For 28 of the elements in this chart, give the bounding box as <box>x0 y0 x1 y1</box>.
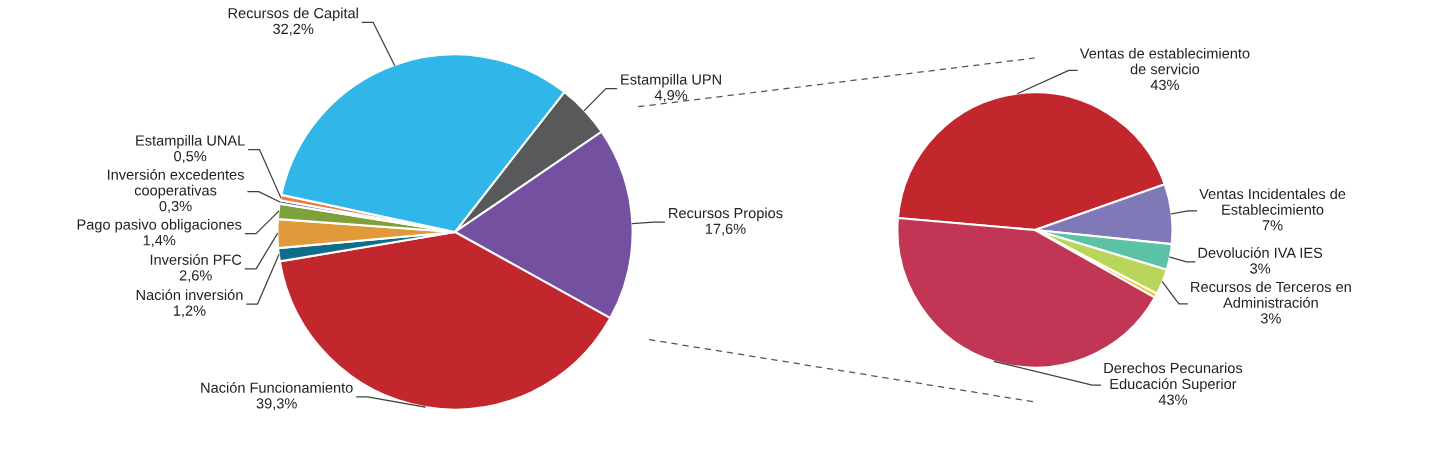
slice-label: Pago pasivo obligaciones <box>77 218 242 233</box>
data-label: 3% <box>1260 313 1281 324</box>
data-label: 2,6% <box>179 270 212 283</box>
slice-label: Ventas de establecimiento de servicio <box>1079 47 1250 75</box>
slice-label: Estampilla UPN <box>621 73 721 88</box>
data-label: 1,4% <box>143 235 176 248</box>
slice-label: Nación Funcionamiento <box>201 381 353 393</box>
slice-label: Inversión excedentes cooperativas <box>107 168 244 199</box>
data-label: 32,2% <box>273 23 314 36</box>
slice-label: Ventas Incidentales de Establecimiento <box>1199 188 1346 215</box>
slice-label: Derechos Pecunarios Educación Superior <box>1104 362 1243 392</box>
data-label: 17,6% <box>705 223 746 236</box>
data-label: 0,3% <box>159 200 192 213</box>
slice-label: Estampilla UNAL <box>136 134 245 149</box>
data-label: 43% <box>1150 79 1179 91</box>
slice-label: Recursos de Terceros en Administración <box>1191 281 1351 308</box>
data-label: 7% <box>1262 220 1283 231</box>
slice-label: Recursos de Capital <box>228 7 358 22</box>
slice-label: Recursos Propios <box>669 207 783 222</box>
data-label: 4,9% <box>654 90 688 103</box>
data-label: 39,3% <box>256 398 297 411</box>
data-label: 3% <box>1250 263 1271 274</box>
slice-label: Devolución IVA IES <box>1198 247 1323 258</box>
slice-label: Inversión PFC <box>150 254 242 265</box>
data-label: 0,5% <box>174 151 207 164</box>
data-label: 1,2% <box>173 305 206 318</box>
data-label: 43% <box>1158 394 1188 405</box>
slice-label: Nación inversión <box>136 289 243 301</box>
